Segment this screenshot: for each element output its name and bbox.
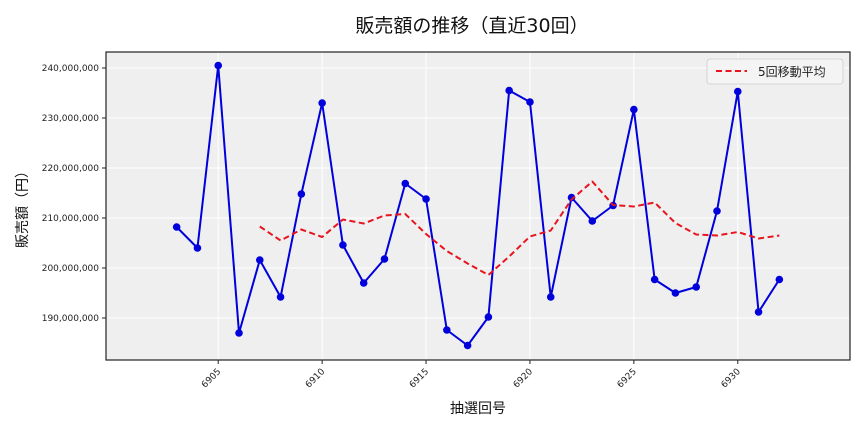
data-point xyxy=(193,244,202,252)
data-point xyxy=(297,190,306,198)
data-point xyxy=(235,329,243,337)
data-point xyxy=(401,179,410,188)
y-axis-ticks: 190,000,000 200,000,000 210,000,000 220,000… xyxy=(42,64,106,324)
data-point xyxy=(380,255,389,263)
x-tick-label: 6915 xyxy=(408,367,431,390)
y-tick-label: 200,000,000 xyxy=(42,264,100,274)
data-point xyxy=(567,193,576,202)
y-tick-label: 230,000,000 xyxy=(42,114,100,124)
data-point xyxy=(546,293,555,301)
y-tick-label: 240,000,000 xyxy=(42,64,100,74)
data-point xyxy=(505,86,513,95)
data-point xyxy=(276,293,285,301)
data-point xyxy=(255,256,264,264)
legend-label: 5回移動平均 xyxy=(758,65,826,79)
y-axis-label: 販売額（円） xyxy=(15,164,31,248)
plot-frame xyxy=(105,51,851,361)
x-tick-label: 6930 xyxy=(720,367,743,390)
y-tick-label: 210,000,000 xyxy=(42,214,100,224)
moving-average-line xyxy=(259,180,780,276)
legend-box xyxy=(706,58,844,85)
data-point xyxy=(526,98,534,106)
data-point xyxy=(339,241,347,249)
x-tick-label: 6910 xyxy=(304,367,327,390)
data-point xyxy=(359,279,368,287)
x-tick-label: 6925 xyxy=(616,367,639,390)
data-point xyxy=(754,308,763,316)
y-tick-label: 190,000,000 xyxy=(42,314,100,324)
data-series xyxy=(172,61,784,350)
data-point xyxy=(630,105,638,114)
data-point xyxy=(172,223,181,231)
data-point xyxy=(650,275,659,284)
x-axis-ticks: 6905 6910 6915 6920 6925 6930 xyxy=(200,360,743,390)
data-point xyxy=(318,99,326,107)
data-point xyxy=(671,289,680,297)
y-tick-label: 220,000,000 xyxy=(42,164,100,174)
data-point xyxy=(692,283,701,291)
data-point xyxy=(463,341,472,350)
x-tick-label: 6920 xyxy=(512,367,535,390)
data-point xyxy=(214,61,223,70)
legend: 5回移動平均 xyxy=(706,58,844,85)
data-point xyxy=(588,217,597,225)
data-point xyxy=(443,326,451,334)
data-point xyxy=(484,313,493,321)
x-tick-label: 6905 xyxy=(200,367,223,390)
x-axis-label: 抽選回号 xyxy=(450,401,506,417)
data-point xyxy=(713,207,721,215)
data-point xyxy=(733,87,742,96)
data-point xyxy=(422,195,430,203)
data-point xyxy=(775,275,784,284)
chart-title: 販売額の推移（直近30回） xyxy=(355,15,588,37)
